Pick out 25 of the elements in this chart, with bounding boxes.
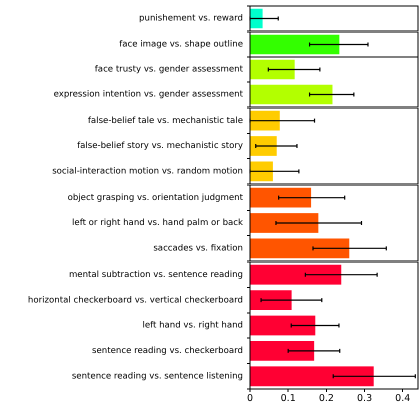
x-tick-label: 0.1 — [280, 393, 296, 404]
y-tick-label: false-belief tale vs. mechanistic tale — [88, 116, 243, 126]
bar — [250, 366, 374, 386]
y-tick-label: sentence reading vs. checkerboard — [92, 346, 243, 356]
x-tick-label: 0 — [246, 393, 254, 404]
y-tick-label: saccades vs. fixation — [153, 244, 243, 254]
y-tick-label: left or right hand vs. hand palm or back — [72, 218, 244, 228]
y-tick-label: object grasping vs. orientation judgment — [68, 192, 244, 203]
x-tick-label: 0.4 — [395, 393, 410, 404]
y-tick-label: punishement vs. reward — [139, 14, 243, 24]
bar — [250, 264, 342, 285]
x-tick-label: 0.3 — [356, 393, 372, 404]
x-tick-label: 0.2 — [318, 393, 334, 404]
y-tick-label: face trusty vs. gender assessment — [94, 64, 244, 75]
y-tick-label: mental subtraction vs. sentence reading — [68, 270, 243, 280]
y-tick-label: social-interaction motion vs. random motion — [52, 166, 243, 177]
bar — [250, 316, 316, 336]
y-tick-label: expression intention vs. gender assessment — [54, 90, 244, 100]
y-tick-label: sentence reading vs. sentence listening — [72, 372, 243, 382]
y-tick-label: horizontal checkerboard vs. vertical checkerboard — [28, 295, 243, 306]
y-tick-label: face image vs. shape outline — [119, 40, 243, 50]
bar — [250, 290, 292, 310]
y-tick-label: left hand vs. right hand — [142, 320, 243, 331]
y-tick-label: false-belief story vs. mechanistic story — [77, 141, 243, 152]
bar — [250, 340, 314, 361]
